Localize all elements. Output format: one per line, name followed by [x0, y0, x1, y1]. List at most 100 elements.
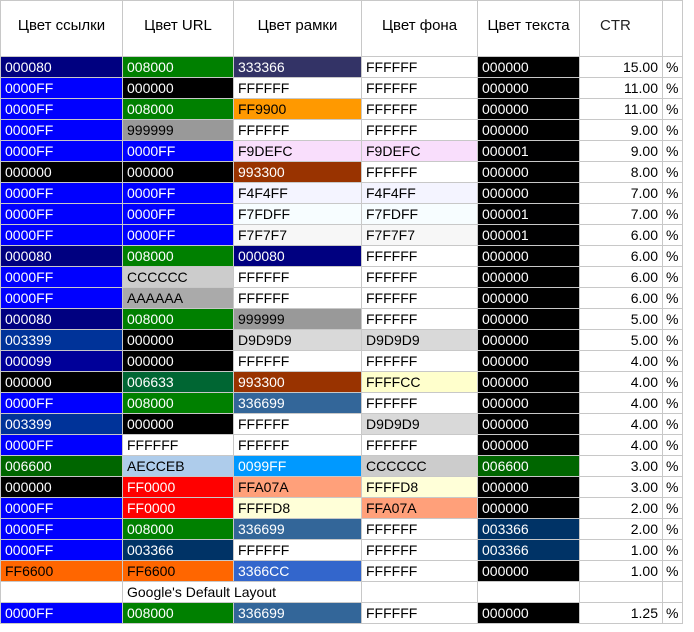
- ctr-value-cell[interactable]: 4.00: [579, 350, 663, 372]
- text-color-cell[interactable]: 000000: [477, 287, 580, 309]
- link-color-cell[interactable]: 0000FF: [0, 602, 123, 624]
- link-color-cell[interactable]: 0000FF: [0, 434, 123, 456]
- url-color-cell[interactable]: 0000FF: [122, 203, 234, 225]
- background-color-cell[interactable]: FFFFFF: [361, 602, 478, 624]
- border-color-cell[interactable]: FFFFFF: [233, 413, 362, 435]
- background-color-cell[interactable]: FFFFFF: [361, 434, 478, 456]
- header-url-color[interactable]: Цвет URL: [122, 0, 234, 57]
- percent-cell[interactable]: %: [662, 371, 683, 393]
- ctr-value-cell[interactable]: 15.00: [579, 56, 663, 78]
- ctr-value-cell[interactable]: 8.00: [579, 161, 663, 183]
- header-percent-column[interactable]: [662, 0, 683, 57]
- border-color-cell[interactable]: FFFFFF: [233, 287, 362, 309]
- background-color-cell[interactable]: FFFFFF: [361, 161, 478, 183]
- background-color-cell[interactable]: FFFFFF: [361, 77, 478, 99]
- url-color-cell[interactable]: CCCCCC: [122, 266, 234, 288]
- percent-cell[interactable]: %: [662, 518, 683, 540]
- background-color-cell[interactable]: FFFFFF: [361, 266, 478, 288]
- text-color-cell[interactable]: 000001: [477, 224, 580, 246]
- text-color-cell[interactable]: 000000: [477, 119, 580, 141]
- link-color-cell[interactable]: FF6600: [0, 560, 123, 582]
- url-color-cell[interactable]: FF6600: [122, 560, 234, 582]
- url-color-cell[interactable]: 0000FF: [122, 182, 234, 204]
- link-color-cell[interactable]: 0000FF: [0, 182, 123, 204]
- url-color-cell[interactable]: 008000: [122, 98, 234, 120]
- border-color-cell[interactable]: FFFFFF: [233, 266, 362, 288]
- border-color-cell[interactable]: 336699: [233, 392, 362, 414]
- percent-cell[interactable]: %: [662, 287, 683, 309]
- border-color-cell[interactable]: F9DEFC: [233, 140, 362, 162]
- empty-cell[interactable]: [477, 581, 580, 603]
- link-color-cell[interactable]: 000000: [0, 476, 123, 498]
- border-color-cell[interactable]: 993300: [233, 371, 362, 393]
- ctr-value-cell[interactable]: 1.00: [579, 560, 663, 582]
- percent-cell[interactable]: %: [662, 182, 683, 204]
- percent-cell[interactable]: %: [662, 203, 683, 225]
- ctr-value-cell[interactable]: 6.00: [579, 245, 663, 267]
- text-color-cell[interactable]: 000000: [477, 308, 580, 330]
- border-color-cell[interactable]: FFFFFF: [233, 350, 362, 372]
- text-color-cell[interactable]: 000000: [477, 413, 580, 435]
- default-layout-label[interactable]: Google's Default Layout: [122, 581, 362, 603]
- border-color-cell[interactable]: 000080: [233, 245, 362, 267]
- ctr-value-cell[interactable]: 9.00: [579, 119, 663, 141]
- url-color-cell[interactable]: AECCEB: [122, 455, 234, 477]
- percent-cell[interactable]: %: [662, 497, 683, 519]
- url-color-cell[interactable]: 008000: [122, 56, 234, 78]
- background-color-cell[interactable]: FFFFD8: [361, 476, 478, 498]
- border-color-cell[interactable]: 336699: [233, 518, 362, 540]
- text-color-cell[interactable]: 000000: [477, 98, 580, 120]
- url-color-cell[interactable]: 006633: [122, 371, 234, 393]
- ctr-value-cell[interactable]: 11.00: [579, 77, 663, 99]
- link-color-cell[interactable]: 0000FF: [0, 539, 123, 561]
- ctr-value-cell[interactable]: 3.00: [579, 476, 663, 498]
- percent-cell[interactable]: %: [662, 119, 683, 141]
- ctr-value-cell[interactable]: 4.00: [579, 371, 663, 393]
- url-color-cell[interactable]: 000000: [122, 161, 234, 183]
- background-color-cell[interactable]: FFFFFF: [361, 245, 478, 267]
- text-color-cell[interactable]: 000000: [477, 161, 580, 183]
- link-color-cell[interactable]: 0000FF: [0, 203, 123, 225]
- background-color-cell[interactable]: F9DEFC: [361, 140, 478, 162]
- url-color-cell[interactable]: 008000: [122, 602, 234, 624]
- empty-cell[interactable]: [361, 581, 478, 603]
- percent-cell[interactable]: %: [662, 560, 683, 582]
- border-color-cell[interactable]: FFFFFF: [233, 539, 362, 561]
- background-color-cell[interactable]: FFFFFF: [361, 308, 478, 330]
- header-background-color[interactable]: Цвет фона: [361, 0, 478, 57]
- background-color-cell[interactable]: F4F4FF: [361, 182, 478, 204]
- ctr-value-cell[interactable]: 1.25: [579, 602, 663, 624]
- background-color-cell[interactable]: F7FDFF: [361, 203, 478, 225]
- percent-cell[interactable]: %: [662, 77, 683, 99]
- percent-cell[interactable]: %: [662, 434, 683, 456]
- empty-cell[interactable]: [0, 581, 123, 603]
- percent-cell[interactable]: %: [662, 140, 683, 162]
- link-color-cell[interactable]: 0000FF: [0, 518, 123, 540]
- ctr-value-cell[interactable]: 9.00: [579, 140, 663, 162]
- url-color-cell[interactable]: 999999: [122, 119, 234, 141]
- percent-cell[interactable]: %: [662, 266, 683, 288]
- border-color-cell[interactable]: F7FDFF: [233, 203, 362, 225]
- percent-cell[interactable]: %: [662, 392, 683, 414]
- background-color-cell[interactable]: FFFFFF: [361, 350, 478, 372]
- percent-cell[interactable]: %: [662, 455, 683, 477]
- text-color-cell[interactable]: 000000: [477, 602, 580, 624]
- url-color-cell[interactable]: FF0000: [122, 476, 234, 498]
- link-color-cell[interactable]: 0000FF: [0, 287, 123, 309]
- link-color-cell[interactable]: 003399: [0, 329, 123, 351]
- link-color-cell[interactable]: 0000FF: [0, 140, 123, 162]
- url-color-cell[interactable]: 008000: [122, 518, 234, 540]
- percent-cell[interactable]: %: [662, 476, 683, 498]
- percent-cell[interactable]: %: [662, 413, 683, 435]
- border-color-cell[interactable]: 993300: [233, 161, 362, 183]
- header-link-color[interactable]: Цвет ссылки: [0, 0, 123, 57]
- ctr-value-cell[interactable]: 4.00: [579, 434, 663, 456]
- ctr-value-cell[interactable]: 6.00: [579, 266, 663, 288]
- header-border-color[interactable]: Цвет рамки: [233, 0, 362, 57]
- background-color-cell[interactable]: FFFFFF: [361, 98, 478, 120]
- link-color-cell[interactable]: 0000FF: [0, 497, 123, 519]
- border-color-cell[interactable]: D9D9D9: [233, 329, 362, 351]
- ctr-value-cell[interactable]: 1.00: [579, 539, 663, 561]
- background-color-cell[interactable]: FFFFFF: [361, 560, 478, 582]
- link-color-cell[interactable]: 000080: [0, 308, 123, 330]
